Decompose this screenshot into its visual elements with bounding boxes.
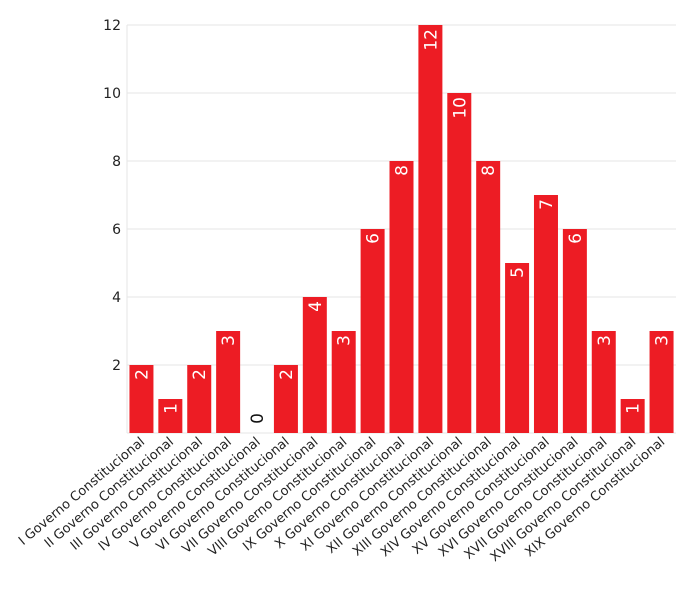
value-label: 4 xyxy=(306,301,326,312)
y-tick-label: 2 xyxy=(112,358,121,374)
bar xyxy=(129,365,154,433)
bar xyxy=(505,263,530,433)
value-label: 3 xyxy=(595,335,615,346)
bar xyxy=(620,399,645,433)
bar xyxy=(273,365,298,433)
value-label: 12 xyxy=(421,29,441,51)
y-tick-label: 8 xyxy=(112,154,121,170)
bar xyxy=(533,195,558,433)
value-label: 6 xyxy=(566,233,586,244)
value-label: 3 xyxy=(219,335,239,346)
value-label: 8 xyxy=(393,165,413,176)
bar-layer xyxy=(129,25,674,433)
bar xyxy=(649,331,674,433)
y-tick-label: 10 xyxy=(103,86,121,102)
bar xyxy=(389,161,414,433)
y-tick-label: 6 xyxy=(112,222,121,238)
value-label: 6 xyxy=(364,233,384,244)
value-label: 2 xyxy=(132,369,152,380)
bar xyxy=(331,331,356,433)
bar xyxy=(302,297,327,433)
value-label: 1 xyxy=(624,403,644,414)
value-label: 5 xyxy=(508,267,528,278)
value-label: 2 xyxy=(190,369,210,380)
bar xyxy=(360,229,385,433)
value-label: 3 xyxy=(653,335,673,346)
bar xyxy=(447,93,472,433)
bar xyxy=(418,25,443,433)
value-label: 8 xyxy=(479,165,499,176)
value-label: 2 xyxy=(277,369,297,380)
value-label: 10 xyxy=(450,97,470,119)
value-label: 0 xyxy=(248,413,268,424)
bar xyxy=(187,365,212,433)
y-tick-label: 4 xyxy=(112,290,121,306)
bar xyxy=(476,161,501,433)
bar xyxy=(158,399,183,433)
value-label: 3 xyxy=(335,335,355,346)
bar xyxy=(216,331,241,433)
y-tick-label: 12 xyxy=(103,18,121,34)
y-axis: 2 4 6 8 10 12 xyxy=(103,18,121,374)
value-label: 7 xyxy=(537,199,557,210)
bar xyxy=(591,331,616,433)
value-label: 1 xyxy=(161,403,181,414)
bar xyxy=(562,229,587,433)
